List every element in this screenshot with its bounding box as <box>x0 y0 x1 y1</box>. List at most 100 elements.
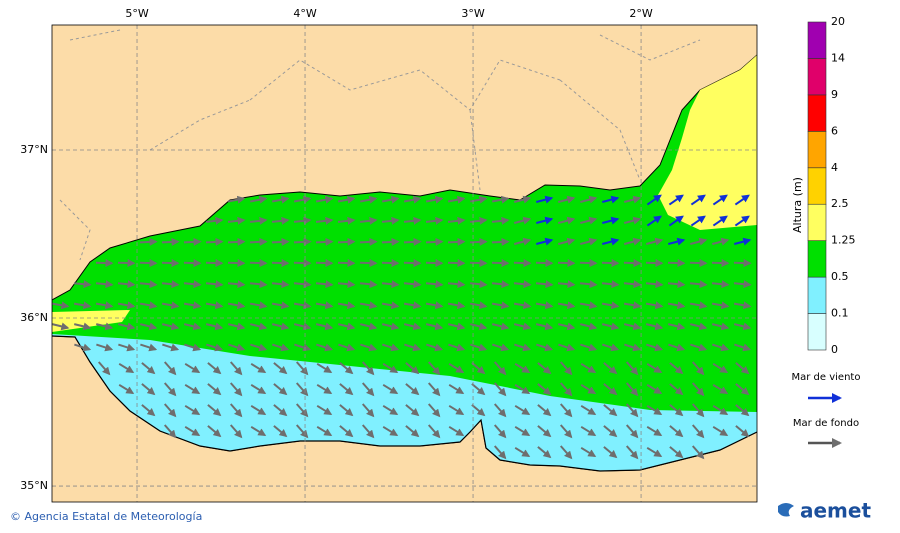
arrow <box>161 280 180 289</box>
arrow <box>646 362 663 374</box>
arrow <box>602 195 620 204</box>
arrow <box>668 237 686 246</box>
coast <box>52 335 757 472</box>
y-tick-label: 36°N <box>20 311 48 324</box>
arrow <box>425 280 444 289</box>
arrow <box>227 237 246 246</box>
arrow <box>427 382 441 397</box>
arrow <box>646 383 663 395</box>
arrow <box>514 446 531 458</box>
arrow <box>557 301 576 310</box>
arrow <box>580 446 597 458</box>
arrow <box>359 322 378 331</box>
arrow <box>315 216 334 225</box>
arrow <box>691 361 705 376</box>
sea-yellow <box>658 55 757 230</box>
legend-label: Mar de fondo <box>793 418 859 429</box>
arrow <box>733 322 752 331</box>
arrow <box>207 404 222 417</box>
arrow <box>537 362 552 375</box>
arrow <box>557 280 576 289</box>
arrow <box>295 382 309 397</box>
arrow <box>623 322 642 331</box>
arrow <box>513 280 532 289</box>
arrow <box>95 301 114 310</box>
arrow <box>184 404 201 416</box>
arrow <box>646 446 663 458</box>
arrow <box>469 301 488 310</box>
arrow <box>535 280 554 289</box>
arrow <box>493 361 507 376</box>
arrow <box>250 362 267 374</box>
arrow <box>469 322 488 331</box>
arrow <box>205 237 224 246</box>
arrow <box>249 195 268 204</box>
arrow <box>448 383 465 395</box>
arrow <box>139 301 158 310</box>
logo-icon <box>778 503 794 517</box>
arrow <box>271 322 290 331</box>
arrow <box>381 216 400 225</box>
arrow <box>668 215 684 227</box>
arrow <box>603 425 618 438</box>
arrow <box>315 280 334 289</box>
arrow <box>536 343 554 352</box>
arrow <box>293 216 312 225</box>
arrow <box>293 195 312 204</box>
arrow <box>141 362 156 375</box>
arrow <box>689 301 708 310</box>
arrow <box>669 425 684 438</box>
arrow <box>558 237 576 246</box>
arrow <box>425 322 444 331</box>
arrow <box>601 280 620 289</box>
arrow <box>669 383 684 396</box>
arrow <box>514 216 532 225</box>
arrow <box>514 425 531 437</box>
arrow <box>382 404 399 416</box>
arrow <box>139 280 158 289</box>
arrow <box>227 195 246 204</box>
arrow <box>448 362 465 374</box>
arrow <box>603 404 618 417</box>
arrow <box>381 280 400 289</box>
arrow <box>735 425 750 438</box>
arrow <box>447 237 466 246</box>
arrow <box>425 301 444 310</box>
arrow <box>602 343 620 352</box>
colorbar-label: 0.5 <box>831 270 849 283</box>
arrow <box>361 382 375 397</box>
arrow <box>580 425 597 437</box>
colorbar-segment <box>807 167 827 205</box>
colorbar-label: 1.25 <box>831 234 856 247</box>
arrow <box>425 237 444 246</box>
arrow <box>249 301 268 310</box>
arrow <box>361 403 375 418</box>
arrow <box>711 322 730 331</box>
arrow <box>293 237 312 246</box>
arrow <box>447 280 466 289</box>
arrow <box>403 322 422 331</box>
arrow <box>646 215 662 227</box>
arrow <box>601 322 620 331</box>
arrow <box>667 280 686 289</box>
arrow <box>734 237 752 246</box>
arrow <box>183 237 202 246</box>
arrow <box>337 216 356 225</box>
arrow <box>338 343 356 352</box>
arrow <box>227 216 246 225</box>
arrow <box>316 425 333 437</box>
arrow <box>471 362 486 375</box>
arrow <box>403 280 422 289</box>
x-tick-label: 2°W <box>629 7 652 20</box>
arrow <box>359 280 378 289</box>
arrow <box>689 280 708 289</box>
arrow <box>359 216 378 225</box>
colorbar-segment <box>807 240 827 278</box>
arrow <box>162 343 180 352</box>
arrow <box>691 403 705 418</box>
arrow <box>646 237 664 246</box>
arrow <box>733 301 752 310</box>
arrow <box>405 425 420 438</box>
arrow <box>118 383 135 395</box>
arrow <box>229 403 243 418</box>
